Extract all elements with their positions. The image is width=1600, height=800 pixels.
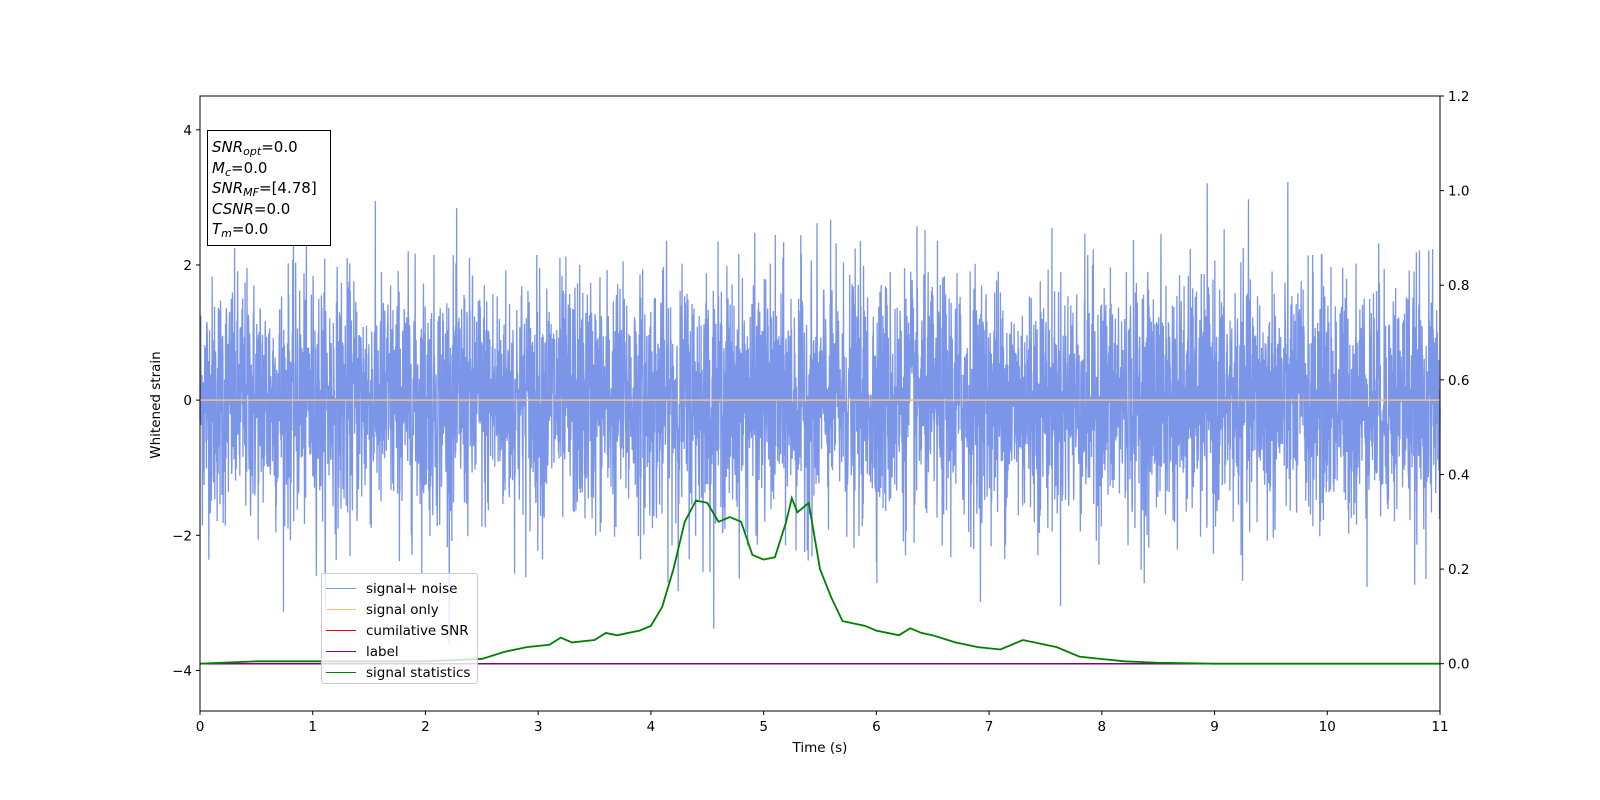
stat-tm: Tm=0.0: [212, 220, 269, 240]
y-tick-label-left: −2: [172, 528, 192, 544]
x-tick-label: 1: [308, 719, 317, 735]
legend-label: signal+ noise: [366, 580, 458, 597]
y-tick-label-left: 4: [183, 123, 192, 139]
x-tick-label: 5: [759, 719, 768, 735]
y-tick-label-right: 0.4: [1448, 467, 1469, 483]
x-tick-label: 7: [985, 719, 994, 735]
y-tick-label-left: 2: [183, 258, 192, 274]
x-tick-label: 0: [196, 719, 205, 735]
legend-swatch: [326, 609, 356, 610]
x-tick-label: 4: [647, 719, 656, 735]
stats-annotation-box: SNRopt=0.0 Mc=0.0 SNRMF=[4.78] CSNR=0.0 …: [207, 130, 331, 246]
legend-swatch: [326, 651, 356, 652]
y-tick-label-right: 0.8: [1448, 278, 1469, 294]
legend-item: signal only: [326, 599, 477, 620]
legend-label: signal statistics: [366, 664, 471, 681]
x-tick-label: 8: [1098, 719, 1107, 735]
y-tick-label-left: −4: [172, 663, 192, 679]
x-axis-label: Time (s): [792, 740, 848, 756]
series-signal-noise: [199, 182, 1441, 645]
series-line-signal-statistics: [199, 495, 1440, 665]
legend-swatch: [326, 588, 356, 589]
stat-mc: Mc=0.0: [212, 158, 268, 179]
y-tick-label-right: 1.2: [1448, 89, 1469, 105]
y-tick-label-right: 0.2: [1448, 562, 1469, 578]
legend-swatch: [326, 672, 356, 673]
y-tick-label-left: 0: [183, 393, 192, 409]
stat-snr-mf: SNRMF=[4.78]: [212, 179, 317, 199]
plot-frame: [199, 95, 1441, 712]
y-tick-label-right: 0.6: [1448, 373, 1469, 389]
axes-ticks: 0 1 2 3 4 5 6 7 8 9 10 11 −4 −2 0 2 4 0.0 0.2 0.4 0.6 0.8 1.0 1…: [172, 89, 1469, 735]
x-tick-label: 2: [421, 719, 430, 735]
legend: signal+ noise signal only cumilative SNR…: [321, 573, 478, 684]
stat-csnr: CSNR=0.0: [212, 199, 291, 218]
x-tick-label: 3: [534, 719, 543, 735]
x-tick-label: 9: [1210, 719, 1219, 735]
legend-item: cumilative SNR: [326, 620, 477, 641]
legend-item: signal+ noise: [326, 578, 477, 599]
x-tick-label: 11: [1431, 719, 1448, 735]
legend-item: signal statistics: [326, 662, 477, 683]
y-tick-label-right: 1.0: [1448, 184, 1469, 200]
series-line-signal-noise: [199, 182, 1441, 645]
legend-label: label: [366, 643, 399, 660]
legend-item: label: [326, 641, 477, 662]
y-axis-label: Whitened strain: [148, 351, 164, 458]
x-tick-label: 6: [872, 719, 881, 735]
legend-swatch: [326, 630, 356, 631]
stat-snr-opt: SNRopt=0.0: [212, 138, 298, 158]
legend-label: signal only: [366, 601, 439, 618]
x-tick-label: 10: [1319, 719, 1336, 735]
y-tick-label-right: 0.0: [1448, 657, 1469, 673]
legend-label: cumilative SNR: [366, 622, 469, 639]
